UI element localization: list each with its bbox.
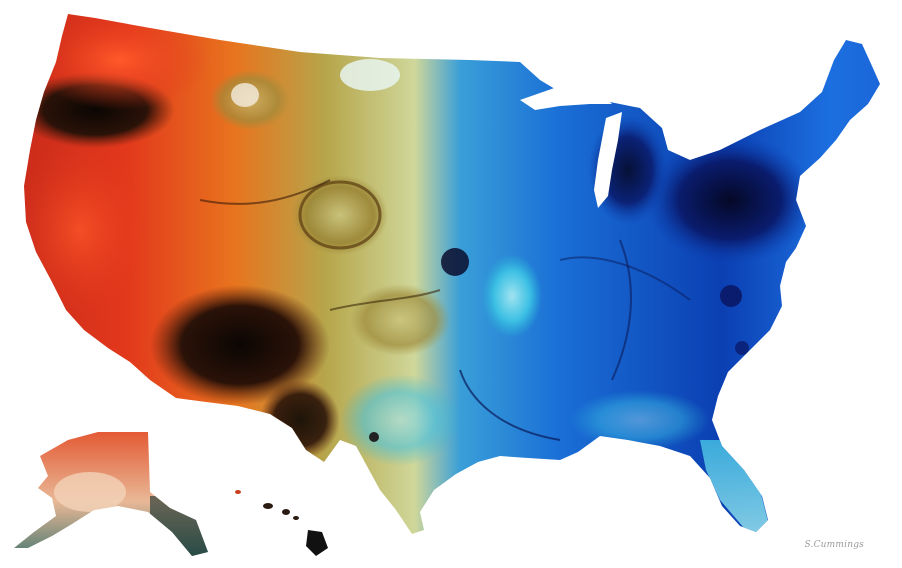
hawaii [235,490,328,556]
lake-superior [520,86,612,110]
alaska [14,432,208,556]
lake-michigan [594,112,622,208]
artist-signature: S.Cummings [804,540,864,550]
